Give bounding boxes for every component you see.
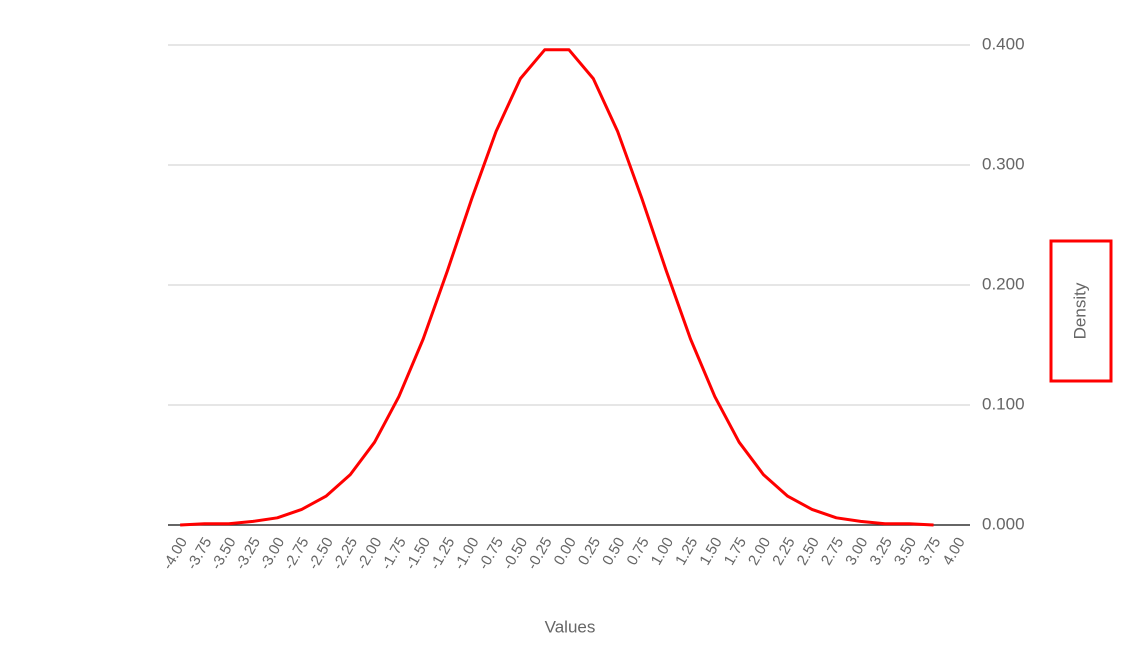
- x-tick-label: 3.75: [915, 534, 944, 568]
- x-tick-label: 1.25: [672, 534, 701, 568]
- x-tick-label: 4.00: [939, 534, 968, 568]
- x-tick-label: -1.50: [402, 534, 434, 572]
- x-tick-label: -4.00: [159, 534, 191, 572]
- y-tick-label: 0.400: [982, 34, 1025, 53]
- x-tick-label: -3.25: [232, 534, 264, 572]
- x-tick-label: -2.50: [305, 534, 337, 572]
- y-tick-label: 0.000: [982, 514, 1025, 533]
- x-tick-label: 3.50: [891, 534, 920, 568]
- x-tick-label: 3.00: [842, 534, 871, 568]
- x-tick-label: 2.00: [745, 534, 774, 568]
- x-tick-label: -1.25: [427, 534, 459, 572]
- x-tick-label: 0.75: [623, 534, 652, 568]
- y-axis-title: Density: [1070, 282, 1089, 339]
- highlight-box: [1049, 239, 1113, 383]
- x-tick-label: 1.75: [721, 534, 750, 568]
- y-tick-label: 0.100: [982, 394, 1025, 413]
- y-tick-label: 0.300: [982, 154, 1025, 173]
- x-tick-label: -3.50: [208, 534, 240, 572]
- x-tick-label: -1.75: [378, 534, 410, 572]
- x-tick-label: 1.50: [696, 534, 725, 568]
- x-tick-label: -2.75: [281, 534, 313, 572]
- x-tick-label: -2.25: [329, 534, 361, 572]
- x-tick-label: 0.00: [551, 534, 580, 568]
- x-tick-label: -3.00: [256, 534, 288, 572]
- x-tick-label: 0.25: [575, 534, 604, 568]
- x-tick-label: 3.25: [867, 534, 896, 568]
- line: [180, 48, 934, 527]
- x-tick-label: -0.50: [499, 534, 531, 572]
- x-axis-title: Values: [545, 617, 596, 636]
- x-tick-label: 2.75: [818, 534, 847, 568]
- x-tick-label: -0.75: [475, 534, 507, 572]
- x-tick-label: 2.25: [769, 534, 798, 568]
- x-tick-label: -3.75: [184, 534, 216, 572]
- y-tick-label: 0.200: [982, 274, 1025, 293]
- x-tick-label: 2.50: [794, 534, 823, 568]
- x-tick-label: -2.00: [354, 534, 386, 572]
- x-tick-label: -1.00: [451, 534, 483, 572]
- x-tick-label: 1.00: [648, 534, 677, 568]
- x-tick-label: -0.25: [524, 534, 556, 572]
- x-tick-label: 0.50: [599, 534, 628, 568]
